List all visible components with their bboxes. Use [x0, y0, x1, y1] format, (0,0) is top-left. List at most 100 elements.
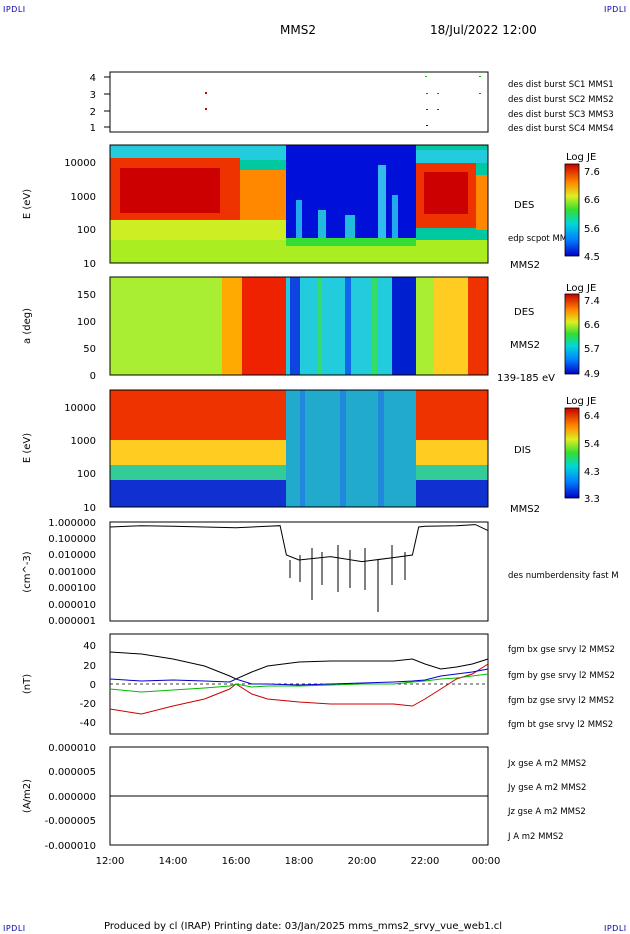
colorbar-dis-energy	[564, 407, 580, 499]
colorbar-tick: 4.9	[584, 369, 600, 380]
colorbar-tick: 6.4	[584, 411, 600, 422]
ytick: 1000	[71, 436, 96, 447]
xtick: 16:00	[222, 856, 251, 867]
panel-bfield: -40 -20 0 20 40 (nT) fgm bx gse srvy l2 …	[22, 633, 615, 735]
ytick: 10	[83, 503, 96, 514]
colorbar-tick: 5.7	[584, 344, 600, 355]
ytick: 1000	[71, 192, 96, 203]
ytick: 0.000100	[48, 583, 96, 594]
legend-burst-1: des dist burst SC1 MMS1	[508, 80, 614, 90]
label-des-pitch: DES	[514, 307, 534, 318]
legend-by: fgm by gse srvy l2 MMS2	[508, 671, 615, 681]
colorbar-tick: 7.4	[584, 296, 600, 307]
sublabel-des-energy: edp scpot MMS2	[508, 234, 578, 244]
legend-bz: fgm bz gse srvy l2 MMS2	[508, 696, 614, 706]
ytick: 0	[90, 680, 96, 691]
corner-label-tr: IPDLI	[604, 5, 627, 14]
legend-jy: Jy gse A m2 MMS2	[507, 783, 586, 793]
ytick: 0.100000	[48, 534, 96, 545]
ytick: 2	[90, 107, 96, 118]
colorbar-title: Log JE	[566, 396, 596, 407]
ytick: -0.000010	[45, 841, 96, 852]
legend-burst-3: des dist burst SC3 MMS3	[508, 110, 614, 120]
label-dis-energy: DIS	[514, 445, 531, 456]
legend-density: des numberdensity fast M	[508, 571, 619, 581]
des-energy-spectrogram	[110, 145, 488, 263]
legend-burst-4: des dist burst SC4 MMS4	[508, 124, 614, 134]
xtick: 12:00	[96, 856, 125, 867]
ytick: 4	[90, 73, 96, 84]
time-axis: 12:00 14:00 16:00 18:00 20:00 22:00 00:0…	[96, 856, 501, 867]
ytick: 0.000000	[48, 792, 96, 803]
ytick: 0	[90, 371, 96, 382]
colorbar-tick: 4.5	[584, 252, 600, 263]
ytick: 40	[83, 641, 96, 652]
ylabel-des-pitch: a (deg)	[22, 308, 33, 344]
colorbar-tick: 6.6	[584, 320, 600, 331]
xtick: 00:00	[472, 856, 501, 867]
colorbar-tick: 6.6	[584, 195, 600, 206]
panel-burst-frame	[109, 71, 489, 133]
panel-dis-energy: 10 100 1000 10000 E (eV) DIS MMS2 Log JE…	[22, 389, 600, 515]
ytick: 0.000010	[48, 600, 96, 611]
ytick: 1	[90, 123, 96, 134]
legend-jx: Jx gse A m2 MMS2	[507, 759, 586, 769]
ytick: -20	[80, 699, 96, 710]
bx-series-line	[109, 663, 489, 715]
legend-burst-2: des dist burst SC2 MMS2	[508, 95, 614, 105]
ytick: 0.000005	[48, 767, 96, 778]
ytick: -40	[80, 718, 96, 729]
panel-des-pitch: 0 50 100 150 a (deg) DES MMS2 139-185 eV…	[22, 276, 600, 384]
colorbar-tick: 7.6	[584, 167, 600, 178]
page-title: MMS2	[280, 23, 316, 37]
range-des-pitch: 139-185 eV	[497, 373, 555, 384]
panel-burst: 1 2 3 4 des dist burst SC1 MMS1 des dist…	[90, 71, 614, 134]
ylabel-dis-energy: E (eV)	[22, 433, 33, 463]
label-des-energy: DES	[514, 200, 534, 211]
colorbar-title: Log JE	[566, 152, 596, 163]
ytick: 3	[90, 90, 96, 101]
legend-j: J A m2 MMS2	[507, 832, 564, 842]
ytick: -0.000005	[45, 816, 96, 827]
ytick: 10000	[64, 403, 96, 414]
ytick: 10	[83, 259, 96, 270]
corner-label-tl: IPDLI	[3, 5, 26, 14]
footer-text: Produced by cl (IRAP) Printing date: 03/…	[104, 921, 502, 932]
panel-density: 0.000001 0.000010 0.000100 0.001000 0.01…	[22, 518, 619, 627]
ytick: 50	[83, 344, 96, 355]
ytick: 100	[77, 469, 96, 480]
ytick: 100	[77, 225, 96, 236]
craft-dis-energy: MMS2	[510, 504, 540, 515]
colorbar-tick: 4.3	[584, 467, 600, 478]
colorbar-des-pitch	[564, 293, 580, 375]
ytick: 0.001000	[48, 567, 96, 578]
colorbar-tick: 5.6	[584, 224, 600, 235]
legend-bx: fgm bx gse srvy l2 MMS2	[508, 645, 615, 655]
density-noise	[289, 545, 406, 612]
ytick: 0.000001	[48, 616, 96, 627]
by-series-line	[109, 673, 489, 693]
xtick: 22:00	[411, 856, 440, 867]
ytick: 10000	[64, 158, 96, 169]
ylabel-density: (cm^-3)	[22, 551, 33, 592]
ylabel-des-energy: E (eV)	[22, 189, 33, 219]
panel-density-frame	[109, 521, 489, 622]
xtick: 18:00	[285, 856, 314, 867]
bt-series-line	[109, 651, 489, 680]
burst-marks	[205, 76, 481, 126]
des-pitch-spectrogram	[110, 277, 488, 375]
corner-label-br: IPDLI	[604, 924, 627, 933]
colorbar-des-energy	[564, 163, 580, 257]
colorbar-title: Log JE	[566, 283, 596, 294]
legend-jz: Jz gse A m2 MMS2	[507, 807, 586, 817]
ytick: 150	[77, 290, 96, 301]
legend-bt: fgm bt gse srvy l2 MMS2	[508, 720, 613, 730]
ytick: 0.000010	[48, 743, 96, 754]
density-series-line	[109, 524, 489, 563]
ytick: 100	[77, 317, 96, 328]
ylabel-bfield: (nT)	[22, 674, 33, 694]
craft-des-energy: MMS2	[510, 260, 540, 271]
corner-label-bl: IPDLI	[3, 924, 26, 933]
xtick: 14:00	[159, 856, 188, 867]
